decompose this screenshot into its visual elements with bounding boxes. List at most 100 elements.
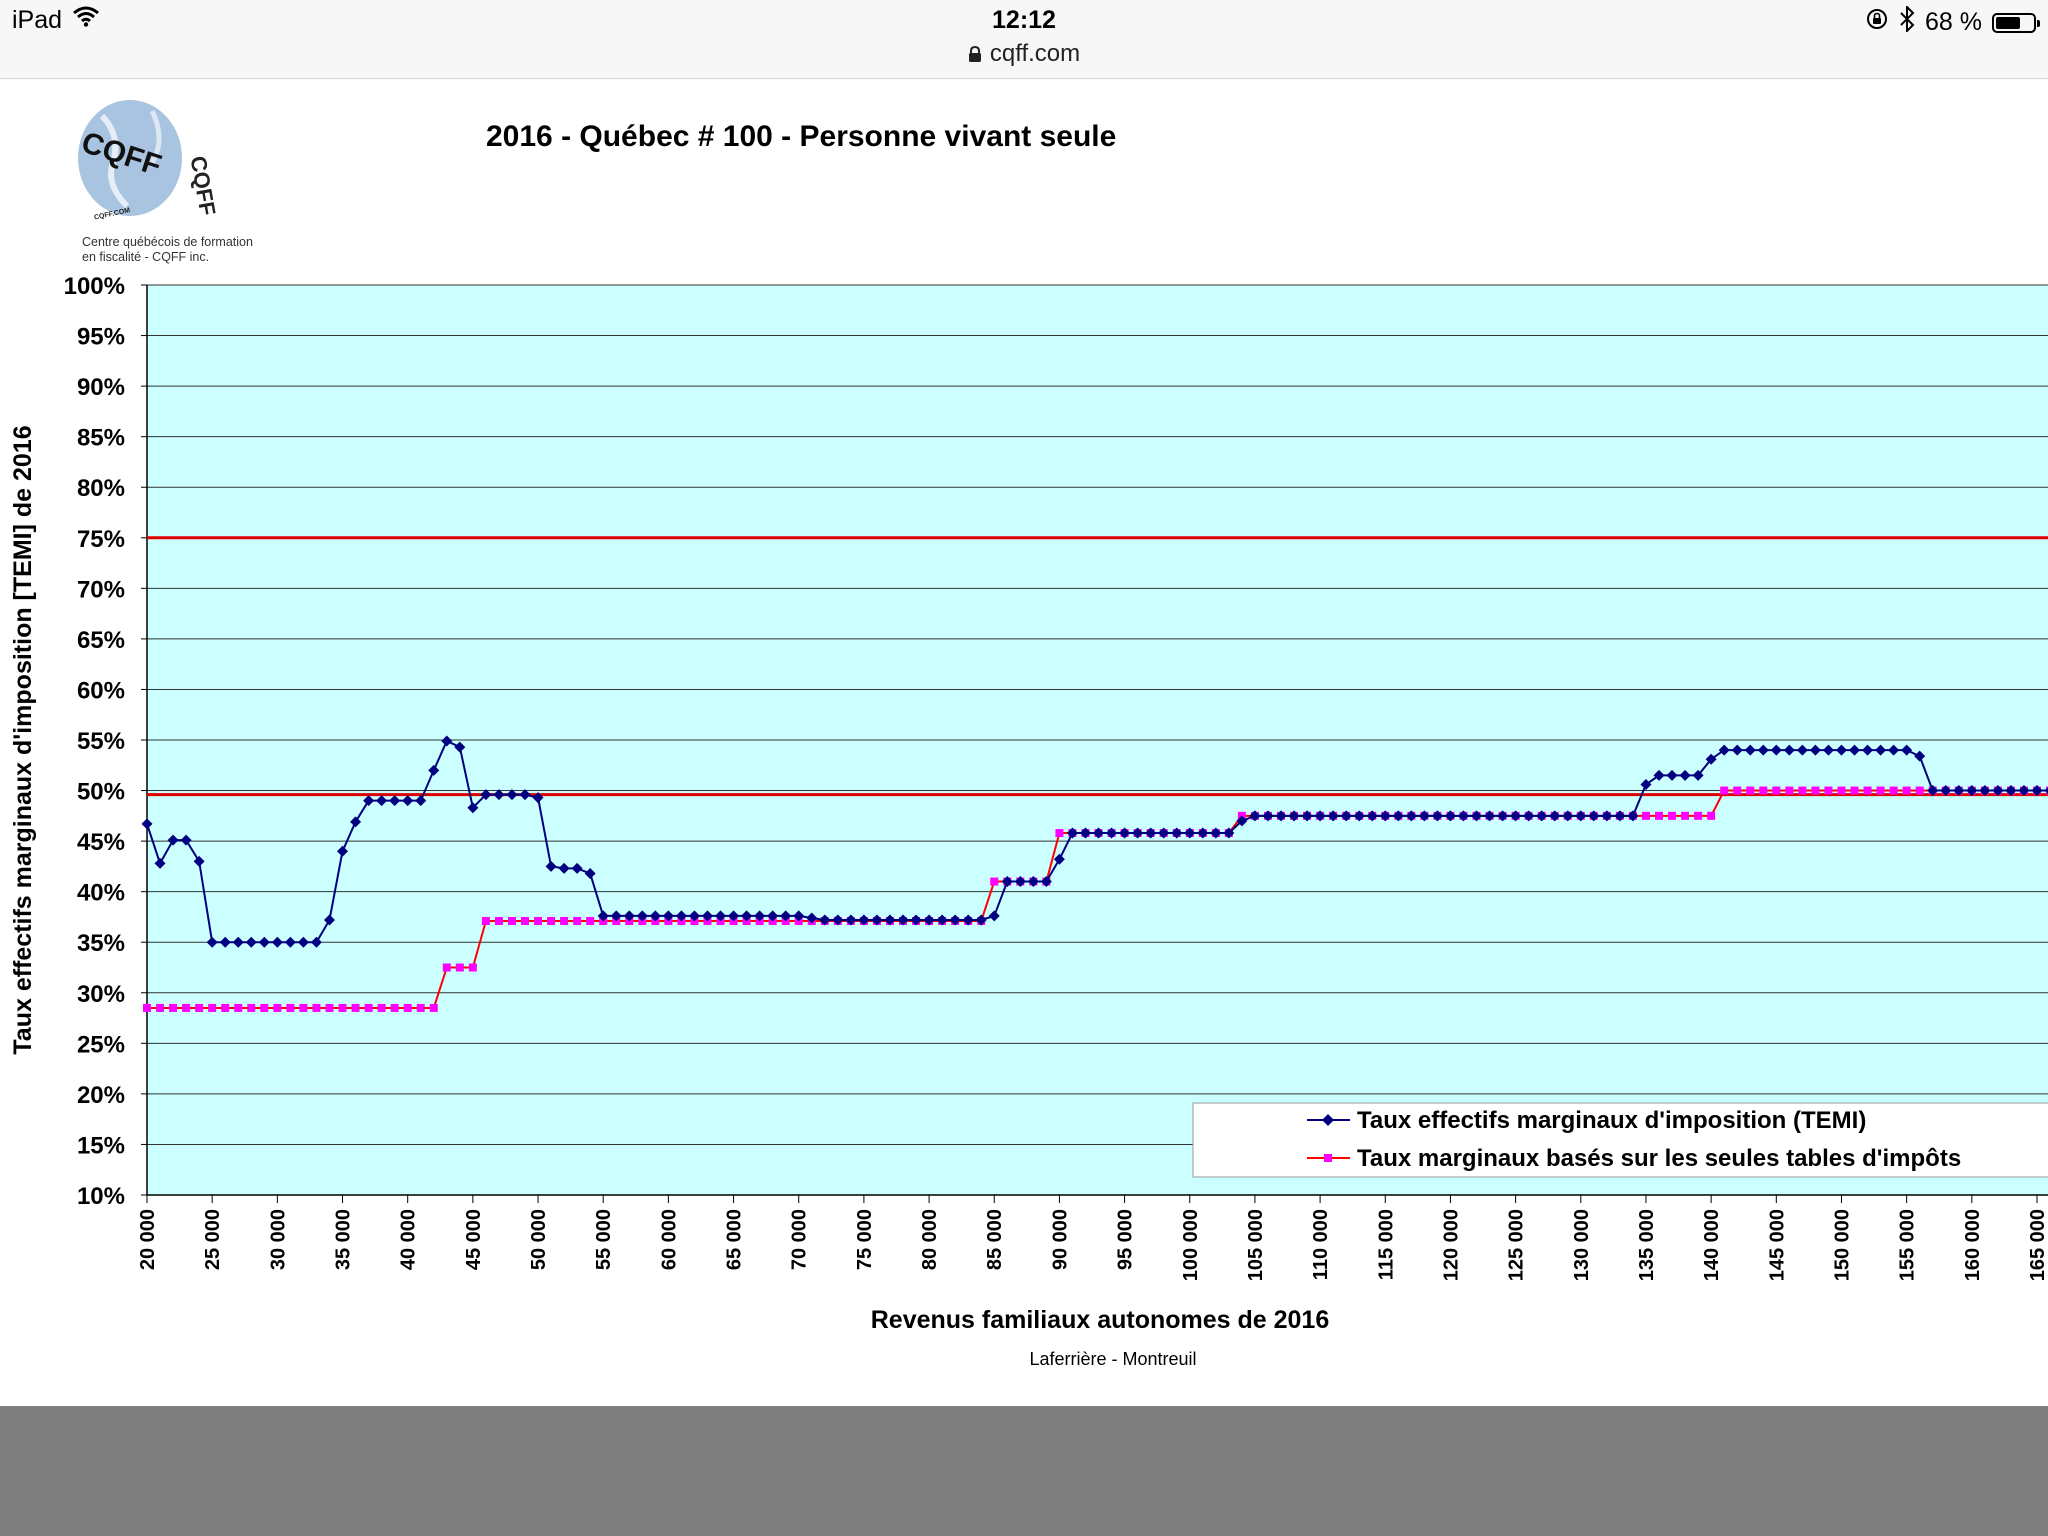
temi-series-point [1001,876,1013,888]
temi-series-point [858,914,870,926]
temi-series-point [1457,810,1469,822]
temi-series-point [1914,750,1926,762]
temi-series-point [1484,810,1496,822]
tables-series-point [1707,811,1716,820]
temi-series-point [871,914,883,926]
y-tick-label: 95% [77,324,125,351]
tables-series-point [286,1003,295,1012]
wifi-icon [72,4,100,33]
y-tick-label: 45% [77,829,125,856]
temi-series-point [2031,785,2043,797]
temi-series-point [245,936,257,948]
temi-series-point [1210,827,1222,839]
device-name: iPad [12,6,63,34]
temi-series-point [597,910,609,922]
temi-series-point [1236,815,1248,827]
legend-temi-marker [1322,1114,1334,1126]
tables-series-point [390,1003,399,1012]
temi-series-point [767,910,779,922]
temi-series-point [1249,810,1261,822]
temi-series-point [1301,810,1313,822]
temi-series-point [271,936,283,948]
tables-series-point [1733,786,1742,795]
tables-series-point [494,916,503,925]
y-tick-label: 40% [77,880,125,907]
temi-series-point [337,845,349,857]
temi-series-point [1575,810,1587,822]
temi-series-point [1106,827,1118,839]
temi-series-point [2018,785,2030,797]
temi-series-point [389,795,401,807]
y-tick-label: 75% [77,526,125,553]
x-tick-label: 55 000 [593,1209,615,1270]
temi-series-point [1471,810,1483,822]
battery-icon [1992,12,2040,33]
temi-series-point [2044,787,2048,795]
x-tick-label: 125 000 [1506,1209,1528,1281]
temi-series-point [1875,744,1887,756]
temi-series-point [1418,810,1430,822]
temi-series-point [949,914,961,926]
tables-series-point [377,1003,386,1012]
tables-series-point [1668,811,1677,820]
y-tick-label: 100% [64,273,125,300]
temi-series-point [350,816,362,828]
chart-title: 2016 - Québec # 100 - Personne vivant se… [486,120,1117,153]
x-tick-label: 50 000 [528,1209,550,1270]
temi-series-point [284,936,296,948]
temi-series-point [1679,769,1691,781]
temi-series-point [715,910,727,922]
temi-series-point [1953,785,1965,797]
tables-series-point [1889,786,1898,795]
tables-series-point [1772,786,1781,795]
temi-series-point [376,795,388,807]
x-tick-label: 100 000 [1180,1209,1202,1281]
temi-series-point [1770,744,1782,756]
temi-series-point [1862,744,1874,756]
temi-series-point [1262,810,1274,822]
temi-series-point [688,910,700,922]
x-tick-label: 95 000 [1115,1209,1137,1270]
temi-series-point [962,914,974,926]
x-tick-label: 155 000 [1897,1209,1919,1281]
tables-series-point [586,916,595,925]
battery-level [1996,16,2021,29]
temi-series-point [310,936,322,948]
tables-series-point [1681,811,1690,820]
tables-series-point [221,1003,230,1012]
legend-tables-label: Taux marginaux basés sur les seules tabl… [1357,1145,1961,1172]
tables-series-point [1720,786,1729,795]
temi-series-point [1093,827,1105,839]
temi-series-point [1340,810,1352,822]
x-tick-label: 45 000 [463,1209,485,1270]
temi-series-point [884,914,896,926]
temi-series-point [1731,744,1743,756]
temi-series-point [1353,810,1365,822]
temi-series-point [415,795,427,807]
tables-series-point [273,1003,282,1012]
legend-temi-label: Taux effectifs marginaux d'imposition (T… [1357,1107,1866,1134]
temi-series-point [1627,810,1639,822]
x-tick-label: 65 000 [724,1209,746,1270]
tables-series-point [1876,786,1885,795]
address-bar[interactable]: cqff.com [0,40,2048,70]
tables-series-point [1837,786,1846,795]
x-tick-label: 25 000 [202,1209,224,1270]
temi-series-point [1979,785,1991,797]
temi-series-point [701,910,713,922]
tables-series-point [247,1003,256,1012]
temi-series-point [1223,827,1235,839]
temi-series-point [1614,810,1626,822]
y-tick-label: 70% [77,576,125,603]
temi-series-point [506,789,518,801]
temi-series-point [662,910,674,922]
temi-series-point [649,910,661,922]
temi-series-point [780,910,792,922]
temi-series-point [1327,810,1339,822]
temi-series-point [1184,827,1196,839]
temi-series-point [1783,744,1795,756]
temi-series-point [363,795,375,807]
y-tick-label: 30% [77,981,125,1008]
temi-series-point [1066,827,1078,839]
logo-caption-line2: en fiscalité - CQFF inc. [82,250,210,264]
